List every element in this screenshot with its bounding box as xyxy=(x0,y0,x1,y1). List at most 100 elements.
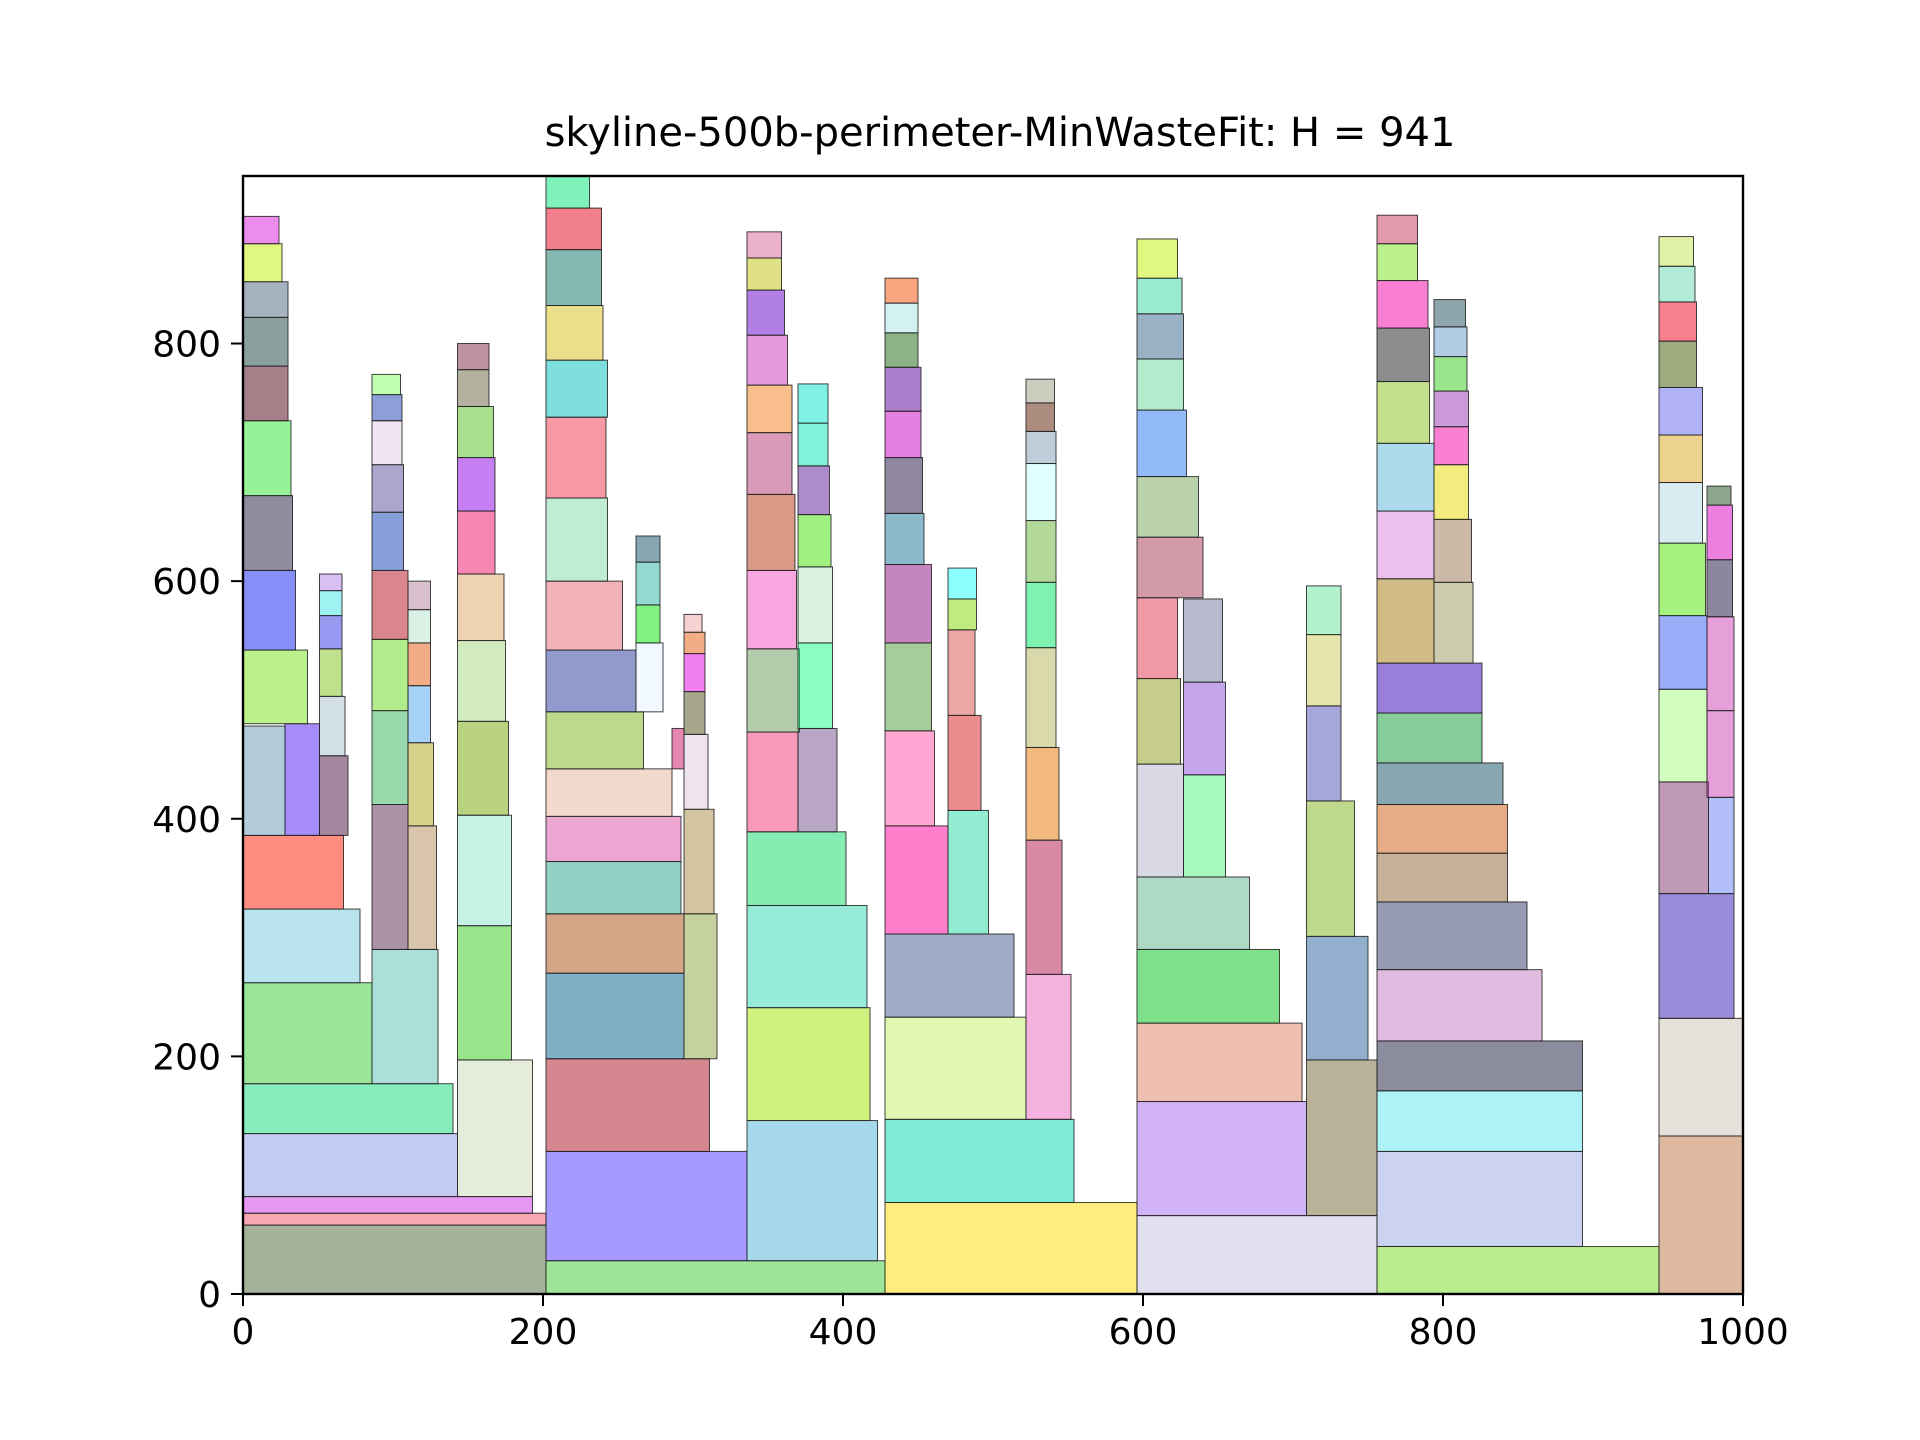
packed-rect-123 xyxy=(1376,852,1508,903)
axes-frame xyxy=(241,174,1745,1296)
packed-rect-13 xyxy=(242,569,296,651)
packed-rect-185 xyxy=(457,457,496,512)
packed-rect-97 xyxy=(1136,948,1280,1024)
packed-rect-23 xyxy=(746,1120,878,1262)
packed-rect-146 xyxy=(1658,893,1735,1019)
packed-rect-207 xyxy=(683,613,703,633)
packed-rect-104 xyxy=(1136,476,1199,538)
packed-rect-200 xyxy=(635,604,661,644)
x-tick-label-5: 1000 xyxy=(1697,1312,1789,1353)
packed-rect-78 xyxy=(947,714,982,811)
packed-rect-34 xyxy=(545,416,607,499)
packed-rect-132 xyxy=(1376,381,1430,444)
packed-rect-153 xyxy=(1658,434,1703,484)
packed-rect-1 xyxy=(242,1212,547,1226)
packed-rect-184 xyxy=(457,510,496,575)
packed-rect-174 xyxy=(407,742,434,827)
packed-rect-67 xyxy=(947,809,989,935)
packed-rect-50 xyxy=(746,334,788,386)
packed-rect-129 xyxy=(1433,581,1474,664)
packed-rect-100 xyxy=(1183,774,1226,878)
packed-rect-39 xyxy=(545,175,590,209)
packed-rect-93 xyxy=(1136,1215,1378,1295)
packed-rect-115 xyxy=(1306,634,1342,707)
packed-rect-43 xyxy=(746,731,799,833)
y-tick-label-1: 200 xyxy=(152,1037,221,1078)
packed-rect-134 xyxy=(1376,280,1429,329)
packed-rect-122 xyxy=(1376,901,1528,971)
packed-rect-143 xyxy=(1433,299,1466,328)
packed-rect-187 xyxy=(457,369,490,407)
packed-rect-28 xyxy=(545,815,682,863)
packed-rect-74 xyxy=(884,366,922,412)
chart-title: skyline-500b-perimeter-MinWasteFit: H = … xyxy=(545,110,1456,156)
packed-rect-17 xyxy=(242,316,289,367)
packed-rect-21 xyxy=(545,1260,886,1295)
packed-rect-192 xyxy=(319,615,343,650)
packed-rect-2 xyxy=(242,1196,533,1214)
packed-rect-147 xyxy=(1658,781,1709,895)
packed-rect-36 xyxy=(545,305,604,361)
packed-rect-195 xyxy=(683,913,718,1060)
packed-rect-102 xyxy=(1136,597,1178,680)
packed-rect-63 xyxy=(884,1016,1027,1120)
packed-rect-118 xyxy=(1376,1150,1583,1247)
packed-rect-117 xyxy=(1376,1245,1660,1295)
x-tick-label-3: 600 xyxy=(1109,1312,1178,1353)
packed-rect-95 xyxy=(1306,1059,1378,1217)
packed-rect-77 xyxy=(884,277,919,304)
packed-rect-183 xyxy=(457,573,505,642)
packed-rect-186 xyxy=(457,405,494,459)
packed-rect-58 xyxy=(797,422,829,467)
packed-rect-138 xyxy=(1433,464,1469,520)
packed-rect-149 xyxy=(1658,688,1708,783)
packed-rect-166 xyxy=(371,638,409,712)
packed-rect-10 xyxy=(242,725,286,836)
packed-rect-161 xyxy=(1706,559,1733,618)
packed-rectangles xyxy=(242,175,1744,1295)
packed-rect-33 xyxy=(545,497,608,582)
packed-rect-109 xyxy=(1136,238,1178,279)
packed-rect-16 xyxy=(242,365,289,422)
packed-rect-112 xyxy=(1306,935,1369,1061)
packed-rect-7 xyxy=(371,948,439,1085)
packed-rect-87 xyxy=(1025,463,1057,522)
packed-rect-44 xyxy=(797,727,838,833)
packed-rect-130 xyxy=(1376,510,1435,580)
packed-rect-145 xyxy=(1658,1017,1744,1137)
packed-rect-205 xyxy=(683,653,706,693)
packed-rect-68 xyxy=(884,730,935,827)
packed-rect-73 xyxy=(884,410,922,459)
packed-rect-137 xyxy=(1433,518,1472,583)
packed-rect-107 xyxy=(1136,313,1184,360)
packed-rect-52 xyxy=(746,257,782,291)
packed-rect-202 xyxy=(635,535,661,563)
x-axis: 0 200 400 600 800 1000 xyxy=(232,1294,1789,1353)
packed-rect-139 xyxy=(1433,426,1469,466)
packed-rect-27 xyxy=(545,861,682,915)
packed-rect-64 xyxy=(1025,973,1072,1120)
packed-rect-168 xyxy=(371,511,404,571)
packed-rect-45 xyxy=(746,648,800,733)
packed-rect-111 xyxy=(1183,598,1223,683)
packed-rect-76 xyxy=(884,302,919,334)
packed-rect-203 xyxy=(671,727,685,770)
packed-rect-98 xyxy=(1136,876,1250,950)
packed-rect-170 xyxy=(371,420,403,466)
packed-rect-125 xyxy=(1376,762,1504,806)
packed-rect-15 xyxy=(242,420,292,497)
packed-rect-57 xyxy=(797,465,830,516)
packed-rect-176 xyxy=(407,642,431,687)
packed-rect-167 xyxy=(371,569,409,640)
packed-rect-180 xyxy=(457,814,512,927)
packed-rect-84 xyxy=(1025,647,1057,748)
packed-rect-141 xyxy=(1433,356,1468,392)
x-tick-label-2: 400 xyxy=(809,1312,878,1353)
packed-rect-163 xyxy=(1706,485,1732,506)
packed-rect-110 xyxy=(1183,681,1226,776)
packed-rect-70 xyxy=(884,564,932,644)
packed-rect-69 xyxy=(884,642,932,732)
packed-rect-49 xyxy=(746,384,793,434)
packed-rect-19 xyxy=(242,243,283,283)
